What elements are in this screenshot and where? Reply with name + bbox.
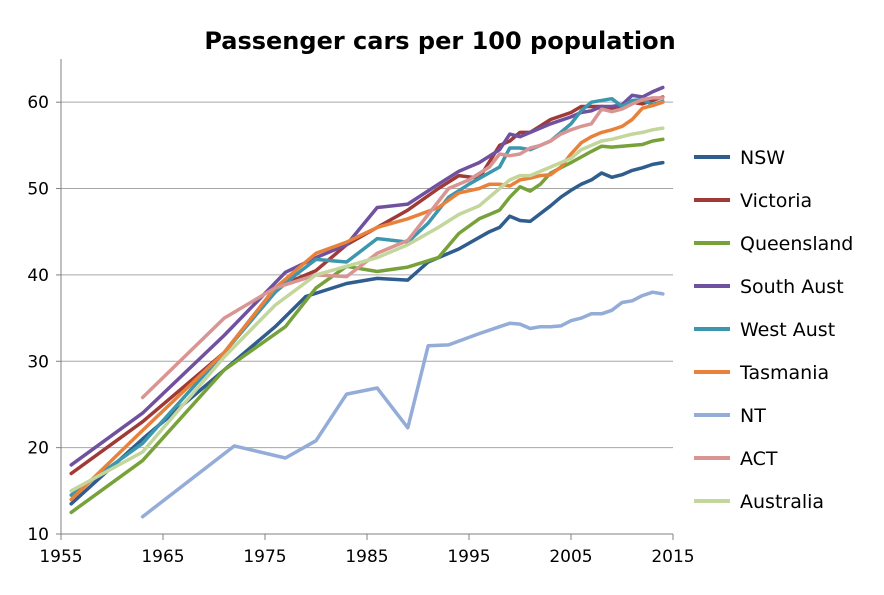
series-line-tasmania bbox=[69, 100, 665, 502]
series-line-nt bbox=[140, 290, 665, 519]
y-tick-label: 60 bbox=[27, 93, 49, 113]
legend-label-australia: Australia bbox=[740, 491, 824, 513]
y-tick-label: 20 bbox=[27, 439, 49, 459]
y-tick-label: 40 bbox=[27, 266, 49, 286]
legend-label-tasmania: Tasmania bbox=[739, 362, 829, 384]
legend-label-act: ACT bbox=[740, 448, 778, 470]
series-line-act bbox=[140, 96, 665, 400]
y-tick-label: 30 bbox=[27, 352, 49, 372]
y-tick-label: 10 bbox=[27, 525, 49, 545]
series-line-nsw bbox=[69, 160, 665, 506]
legend-label-south-aust: South Aust bbox=[740, 276, 844, 298]
series-lines bbox=[69, 85, 665, 519]
y-tick-label: 50 bbox=[27, 180, 49, 200]
legend-label-victoria: Victoria bbox=[740, 190, 812, 212]
x-tick-label: 1995 bbox=[447, 547, 490, 567]
x-tick-label: 2015 bbox=[651, 547, 694, 567]
legend-label-nt: NT bbox=[740, 405, 766, 427]
x-tick-label: 1965 bbox=[141, 547, 184, 567]
legend-label-west-aust: West Aust bbox=[740, 319, 835, 341]
series-line-west-aust bbox=[69, 96, 665, 497]
x-tick-label: 1985 bbox=[345, 547, 388, 567]
legend-label-nsw: NSW bbox=[740, 147, 785, 169]
x-tick-label: 1955 bbox=[39, 547, 82, 567]
axes: 10 20 30 40 50 60 1955 1965 1975 1985 1995 2005 2015 bbox=[27, 59, 695, 567]
chart-title: Passenger cars per 100 population bbox=[204, 27, 675, 55]
legend-label-queensland: Queensland bbox=[740, 233, 853, 255]
grid-lines bbox=[61, 101, 673, 449]
series-line-queensland bbox=[69, 137, 665, 515]
legend: NSW Victoria Queensland South Aust West Aust… bbox=[694, 147, 853, 513]
x-tick-label: 1975 bbox=[243, 547, 286, 567]
x-tick-label: 2005 bbox=[549, 547, 592, 567]
series-line-australia bbox=[69, 126, 665, 493]
